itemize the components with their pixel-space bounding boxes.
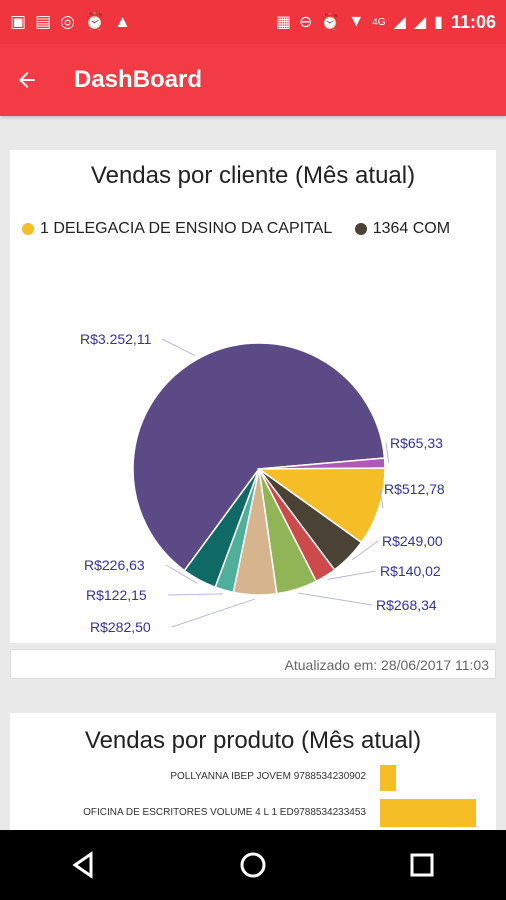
nav-home-button[interactable] bbox=[223, 835, 283, 895]
client-pie-chart[interactable]: R$3.252,11 R$65,33 R$512,78 R$249,00 R$140,0… bbox=[10, 250, 496, 643]
label-leader-line bbox=[379, 488, 384, 509]
product-chart-title: Vendas por produto (Mês atual) bbox=[84, 727, 422, 754]
label-leader-line bbox=[351, 540, 379, 561]
slice-value-label: R$3.252,11 bbox=[80, 331, 152, 347]
battery-icon: ▮ bbox=[434, 14, 443, 31]
pie-slice[interactable] bbox=[132, 342, 386, 572]
whatsapp-icon: ◎ bbox=[60, 12, 75, 31]
slice-value-label: R$512,78 bbox=[384, 481, 445, 497]
page-title: DashBoard bbox=[74, 66, 203, 93]
signal-icon: ◢ bbox=[393, 14, 406, 31]
triangle-back-icon bbox=[72, 851, 93, 879]
chart-legend: 1 DELEGACIA DE ENSINO DA CAPITAL 1364 CO… bbox=[22, 220, 498, 246]
dnd-icon: ⊖ bbox=[299, 14, 313, 31]
product-bar[interactable] bbox=[380, 799, 476, 827]
label-leader-line bbox=[327, 570, 377, 580]
updated-timestamp: Atualizado em: 28/06/2017 11:03 bbox=[10, 649, 496, 679]
legend-item: 1364 COM bbox=[354, 220, 451, 238]
slice-value-label: R$249,00 bbox=[382, 533, 443, 549]
product-label: OFICINA DE ESCRITORES VOLUME 4 L 1 ED978… bbox=[83, 807, 366, 818]
legend-item: 1 DELEGACIA DE ENSINO DA CAPITAL bbox=[22, 220, 332, 238]
label-leader-line bbox=[167, 593, 224, 596]
status-bar: ▣ ▤ ◎ ⏰ ▲ ▦ ⊖ ⏰ ▼ 4G ◢ ◢ ▮ 11:06 bbox=[0, 0, 506, 44]
legend-dot bbox=[22, 223, 34, 235]
legend-label: 1364 COM bbox=[372, 220, 451, 237]
product-sales-card: Vendas por produto (Mês atual) POLLYANNA… bbox=[10, 713, 496, 830]
legend-label: 1 DELEGACIA DE ENSINO DA CAPITAL bbox=[40, 220, 333, 237]
circle-home-icon bbox=[240, 852, 266, 878]
chat-icon: ▤ bbox=[35, 12, 52, 31]
product-bar[interactable] bbox=[380, 765, 396, 791]
network-type: 4G bbox=[372, 16, 386, 28]
label-leader-line bbox=[298, 592, 373, 606]
alarm-icon: ⏰ bbox=[320, 14, 341, 31]
product-label: POLLYANNA IBEP JOVEM 9788534230902 bbox=[170, 771, 366, 782]
slice-value-label: R$282,50 bbox=[90, 619, 151, 635]
label-leader-line bbox=[165, 564, 198, 584]
wifi-icon: ▼ bbox=[348, 13, 365, 30]
slice-value-label: R$122,15 bbox=[86, 587, 147, 603]
cast-icon: ▦ bbox=[275, 14, 291, 31]
app-icon: ▲ bbox=[114, 12, 131, 31]
navigation-bar bbox=[0, 830, 506, 900]
nav-recents-button[interactable] bbox=[392, 835, 452, 895]
dashboard-content[interactable]: Vendas por cliente (Mês atual) 1 DELEGAC… bbox=[0, 116, 506, 830]
message-icon: ▣ bbox=[10, 12, 27, 31]
square-recents-icon bbox=[410, 853, 434, 877]
notification-icons: ▣ ▤ ◎ ⏰ ▲ bbox=[10, 12, 131, 32]
system-icons: ▦ ⊖ ⏰ ▼ 4G ◢ ◢ ▮ 11:06 bbox=[276, 12, 496, 33]
slice-value-label: R$140,02 bbox=[380, 563, 441, 579]
app-bar: DashBoard bbox=[0, 44, 506, 116]
slice-value-label: R$226,63 bbox=[84, 557, 145, 573]
clock: 11:06 bbox=[450, 11, 496, 32]
label-leader-line bbox=[171, 598, 256, 628]
label-leader-line bbox=[385, 442, 390, 463]
signal-icon: ◢ bbox=[413, 14, 427, 31]
legend-dot bbox=[354, 223, 367, 235]
client-chart-title: Vendas por cliente (Mês atual) bbox=[90, 162, 416, 189]
slice-value-label: R$268,34 bbox=[376, 597, 437, 613]
client-sales-card: Vendas por cliente (Mês atual) 1 DELEGAC… bbox=[10, 150, 496, 643]
pie-slice[interactable] bbox=[183, 468, 260, 589]
alarm-icon: ⏰ bbox=[83, 12, 106, 31]
slice-value-label: R$65,33 bbox=[390, 435, 443, 451]
nav-back-button[interactable] bbox=[54, 835, 114, 895]
back-button[interactable] bbox=[0, 44, 54, 116]
pie-slice[interactable] bbox=[256, 467, 386, 544]
label-leader-line bbox=[161, 338, 196, 357]
arrow-back-icon bbox=[19, 72, 35, 88]
